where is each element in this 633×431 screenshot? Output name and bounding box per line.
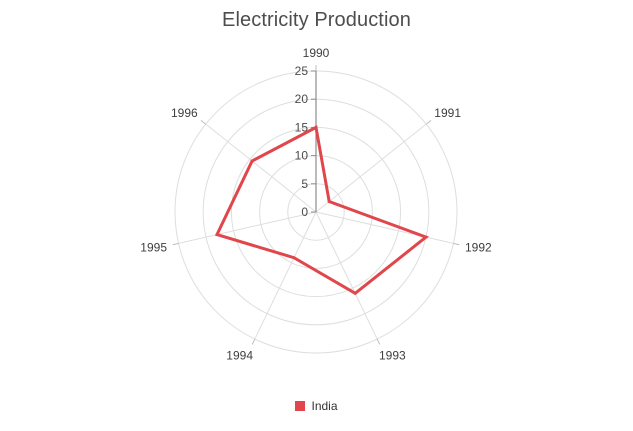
data-point-1996[interactable] <box>250 159 254 163</box>
legend-swatch <box>295 401 306 411</box>
category-label-1990: 1990 <box>303 46 330 60</box>
data-point-1991[interactable] <box>327 200 331 203</box>
data-point-1994[interactable] <box>292 256 296 260</box>
data-point-1993[interactable] <box>353 291 357 295</box>
spoke-layer <box>172 65 460 345</box>
spoke-1996 <box>205 123 317 213</box>
category-label-1993: 1993 <box>379 348 406 362</box>
spoke-1993 <box>315 211 378 340</box>
spoke-tick-1996 <box>200 119 207 125</box>
category-label-1995: 1995 <box>140 240 167 254</box>
spoke-tick-1991 <box>425 119 432 125</box>
radial-tick-label-15: 15 <box>295 120 309 134</box>
data-point-1995[interactable] <box>215 233 219 237</box>
series-layer <box>214 125 430 296</box>
spoke-1991 <box>315 123 427 213</box>
radial-tick-label-0: 0 <box>301 205 308 219</box>
spoke-1992 <box>315 211 454 244</box>
radial-tick-label-25: 25 <box>295 64 309 78</box>
category-label-1991: 1991 <box>434 106 461 120</box>
spoke-tick-1995 <box>172 242 179 246</box>
series-line-india[interactable] <box>214 125 430 296</box>
spoke-tick-1992 <box>453 242 460 246</box>
chart-title: Electricity Production <box>222 9 411 31</box>
spoke-1995 <box>178 211 317 244</box>
radial-tick-label-10: 10 <box>295 149 309 163</box>
radial-tick-label-20: 20 <box>295 92 309 106</box>
category-label-1996: 1996 <box>171 106 198 120</box>
spoke-tick-1994 <box>251 338 256 345</box>
radial-axis: 0 5 10 15 20 25 <box>295 64 317 219</box>
data-point-1990[interactable] <box>314 125 318 129</box>
radial-tick-label-5: 5 <box>301 177 308 191</box>
spoke-1994 <box>254 211 317 340</box>
category-label-1992: 1992 <box>465 240 492 254</box>
legend[interactable]: India <box>0 399 633 413</box>
category-labels: 1990 1991 1992 1993 1994 1995 1996 <box>140 46 492 362</box>
data-point-1992[interactable] <box>424 235 428 239</box>
legend-label-india: India <box>311 399 338 413</box>
spoke-tick-1993 <box>376 338 381 345</box>
category-label-1994: 1994 <box>226 348 253 362</box>
